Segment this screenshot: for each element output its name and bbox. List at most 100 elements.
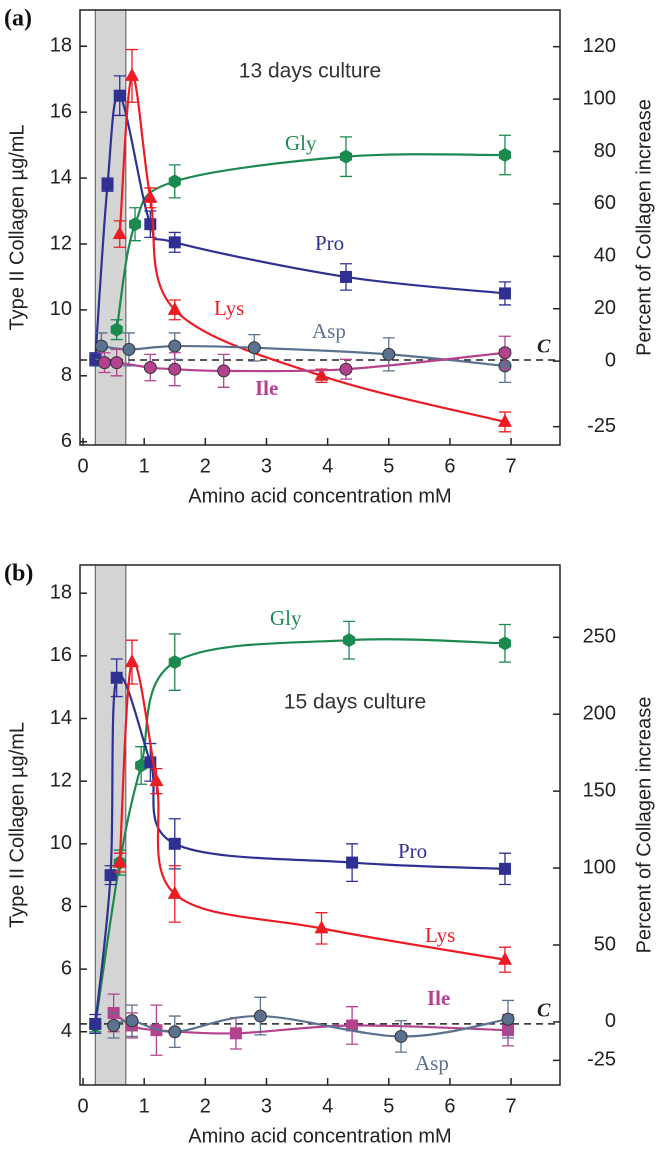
y2-axis-label: Percent of Collagen increase [633, 99, 655, 356]
series-label: Pro [398, 839, 427, 863]
y-tick-label: 8 [61, 895, 72, 917]
series-line [104, 351, 506, 373]
series-label: Lys [425, 923, 455, 947]
marker [113, 89, 126, 102]
marker [149, 773, 164, 787]
x-tick-label: 3 [261, 1095, 272, 1117]
y-tick-label: 12 [50, 232, 72, 254]
y-tick-label: 8 [61, 364, 72, 386]
marker [498, 287, 511, 300]
x-tick-label: 4 [322, 1095, 333, 1117]
y-tick-label: 6 [61, 957, 72, 979]
x-tick-label: 1 [139, 1095, 150, 1117]
marker [217, 364, 231, 378]
marker [342, 633, 356, 648]
y-tick-label: 10 [50, 832, 72, 854]
marker [501, 1012, 515, 1026]
series-label: Ile [255, 376, 278, 400]
panel-label: (b) [4, 561, 33, 587]
marker [112, 226, 127, 240]
series-label: Asp [312, 319, 346, 343]
marker [124, 67, 139, 81]
y2-tick-label: 50 [594, 933, 616, 955]
control-label: C [537, 1000, 551, 1022]
y-axis-label: Type II Collagen µg/mL [6, 722, 28, 928]
y2-tick-label: 0 [605, 1010, 616, 1032]
series-label: Ile [427, 986, 450, 1010]
marker [498, 346, 512, 360]
marker [112, 854, 127, 868]
marker [168, 362, 182, 376]
marker [168, 339, 182, 353]
y2-tick-label: 40 [594, 245, 616, 267]
marker [124, 654, 139, 668]
x-tick-label: 6 [444, 1095, 455, 1117]
y2-tick-label: 200 [583, 703, 616, 725]
marker [314, 367, 329, 381]
y-tick-label: 14 [50, 166, 72, 188]
marker [94, 339, 108, 353]
y2-tick-label: 150 [583, 779, 616, 801]
series-line [118, 659, 506, 961]
y-tick-label: 16 [50, 100, 72, 122]
marker [382, 347, 396, 361]
marker [229, 1027, 242, 1040]
series-line [115, 153, 505, 330]
marker [110, 671, 123, 684]
marker [498, 862, 511, 875]
marker [314, 920, 329, 934]
y2-tick-label: 120 [583, 35, 616, 57]
series-line [101, 344, 506, 368]
marker [104, 869, 117, 882]
marker [498, 636, 512, 651]
y-tick-label: 18 [50, 35, 72, 57]
marker [168, 655, 181, 670]
plot-frame [79, 9, 561, 446]
marker [143, 361, 157, 375]
y-tick-label: 12 [50, 769, 72, 791]
y2-tick-label: 60 [594, 192, 616, 214]
series-label: Gly [270, 606, 302, 630]
x-axis-label: Amino acid concentration mM [188, 485, 451, 507]
y2-tick-label: 20 [594, 297, 616, 319]
y2-axis-label: Percent of Collagen increase [633, 697, 655, 954]
y2-tick-label: 100 [583, 87, 616, 109]
marker [346, 1019, 359, 1032]
marker [339, 149, 353, 164]
series-label: Lys [214, 296, 244, 320]
marker [168, 837, 181, 850]
marker [97, 356, 111, 370]
y-tick-label: 16 [50, 644, 72, 666]
marker [339, 270, 352, 283]
x-tick-label: 2 [200, 455, 211, 477]
marker [167, 301, 182, 315]
x-tick-label: 5 [383, 1095, 394, 1117]
marker [107, 1018, 121, 1032]
marker [394, 1029, 408, 1043]
chart-title: 13 days culture [239, 60, 381, 83]
marker [89, 1017, 102, 1030]
y-tick-label: 6 [61, 430, 72, 452]
marker [497, 951, 512, 965]
marker [339, 362, 353, 376]
series-line [118, 74, 506, 423]
y2-tick-label: 80 [594, 140, 616, 162]
marker [125, 1014, 139, 1028]
marker [167, 885, 182, 899]
series-label: Gly [285, 131, 317, 155]
marker [101, 178, 114, 191]
marker [128, 217, 142, 232]
panel-label: (a) [4, 6, 32, 32]
x-tick-label: 7 [506, 1095, 517, 1117]
control-label: C [537, 336, 551, 358]
series-label: Asp [415, 1051, 449, 1075]
x-tick-label: 7 [506, 455, 517, 477]
marker [346, 856, 359, 869]
marker [143, 189, 158, 203]
x-tick-label: 3 [261, 455, 272, 477]
y-tick-label: 14 [50, 707, 72, 729]
marker [498, 148, 512, 162]
x-axis-label: Amino acid concentration mM [188, 1125, 451, 1147]
plot-frame [79, 564, 561, 1086]
